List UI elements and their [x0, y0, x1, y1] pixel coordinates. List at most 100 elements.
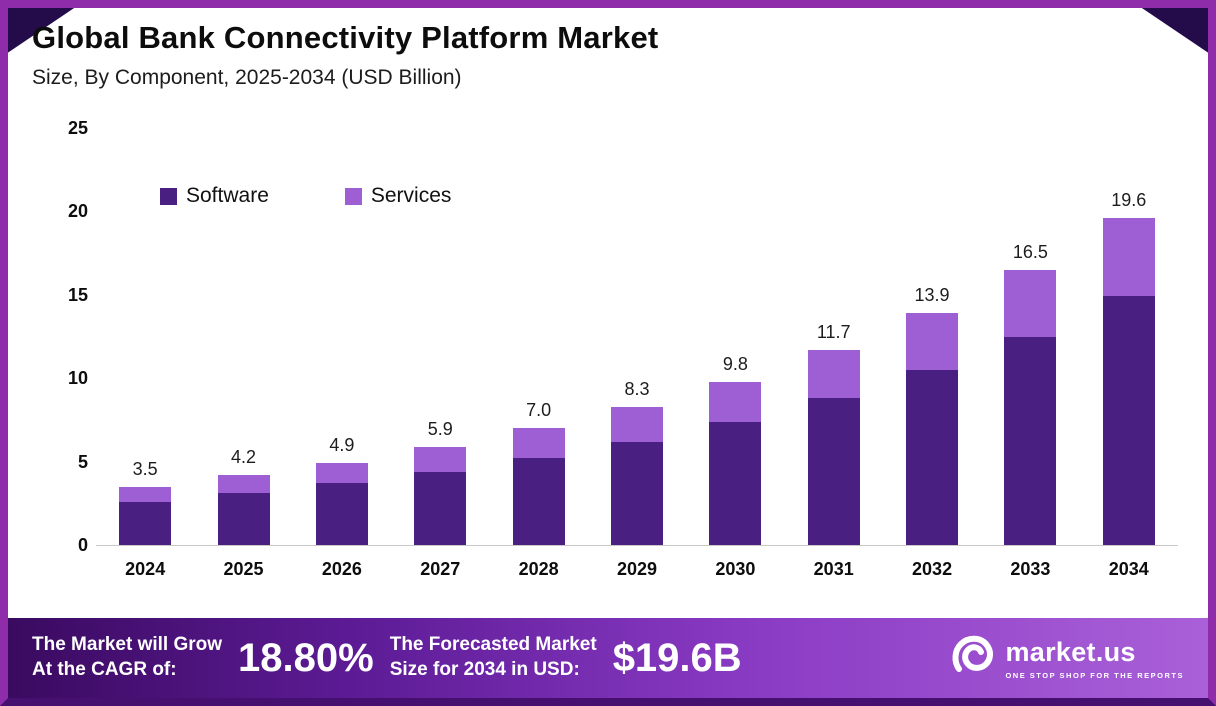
y-tick-label: 15 — [67, 284, 88, 305]
bar-segment-software — [906, 369, 959, 545]
brand-logo: market.us ONE STOP SHOP FOR THE REPORTS — [949, 634, 1184, 683]
bar-stack — [906, 313, 959, 545]
bar-segment-software — [709, 421, 762, 545]
bar-stack — [709, 381, 762, 545]
bar-segment-services — [906, 313, 959, 370]
bar-segment-software — [807, 398, 860, 545]
legend-label-software: Software — [186, 184, 269, 207]
chart-legend: Software Services — [160, 184, 451, 208]
bar-segment-software — [414, 471, 467, 545]
bar-group: 3.5 — [96, 128, 194, 545]
y-tick-label: 0 — [77, 535, 88, 555]
x-axis: 2024 2025 2026 2027 2028 2029 2030 2031 2032 2033… — [96, 559, 1178, 580]
bar-group: 19.6 — [1080, 128, 1178, 545]
bar-stack — [610, 406, 663, 545]
x-tick-label: 2026 — [321, 559, 362, 579]
bar-value-label: 7.0 — [526, 400, 552, 421]
x-tick-label: 2030 — [715, 559, 756, 579]
x-tick-label: 2029 — [616, 559, 657, 579]
legend-swatch-services — [344, 187, 362, 205]
brand-tagline: ONE STOP SHOP FOR THE REPORTS — [1005, 670, 1184, 680]
y-tick-label: 5 — [77, 451, 88, 472]
bar-group: 11.7 — [785, 128, 883, 545]
bar-stack — [1102, 218, 1155, 545]
bar-value-label: 5.9 — [427, 418, 453, 439]
brand-text: market.us ONE STOP SHOP FOR THE REPORTS — [1005, 637, 1184, 680]
bar-group: 9.8 — [686, 128, 784, 545]
legend-label-services: Services — [370, 184, 452, 207]
bar-segment-services — [1004, 269, 1057, 337]
bar-segment-software — [217, 493, 270, 545]
x-tick-label: 2028 — [518, 559, 559, 579]
bar-group: 13.9 — [883, 128, 981, 545]
bar-group: 8.3 — [588, 128, 686, 545]
bar-stack — [1004, 269, 1057, 545]
bar-value-label: 19.6 — [1111, 190, 1147, 211]
legend-item-software: Software — [160, 184, 269, 208]
bar-group: 4.2 — [194, 128, 292, 545]
bar-stack — [315, 463, 368, 545]
bar-group: 16.5 — [981, 128, 1079, 545]
cagr-value: 18.80% — [238, 635, 374, 680]
y-tick-label: 25 — [67, 118, 88, 138]
cagr-label: The Market will Grow At the CAGR of: — [32, 633, 222, 682]
forecast-label-line2: Size for 2034 in USD: — [389, 659, 580, 680]
bar-value-label: 4.9 — [329, 435, 355, 456]
market-us-logo-icon — [949, 634, 995, 683]
y-axis: 0 5 10 15 20 25 — [44, 118, 88, 555]
brand-name: market.us — [1005, 636, 1136, 667]
bar-segment-software — [1004, 336, 1057, 545]
bar-segment-software — [315, 483, 368, 545]
bar-segment-software — [610, 441, 663, 545]
bar-value-label: 9.8 — [722, 353, 748, 374]
forecast-label: The Forecasted Market Size for 2034 in U… — [390, 633, 597, 682]
x-tick-label: 2032 — [912, 559, 953, 579]
forecast-value: $19.6B — [612, 635, 742, 680]
x-tick-label: 2024 — [125, 559, 166, 579]
legend-item-services: Services — [344, 184, 452, 208]
y-tick-label: 20 — [67, 201, 88, 222]
chart-header: Global Bank Connectivity Platform Market… — [32, 20, 658, 90]
chart-subtitle: Size, By Component, 2025-2034 (USD Billi… — [32, 66, 462, 89]
bar-value-label: 8.3 — [624, 378, 650, 399]
bar-value-label: 3.5 — [132, 458, 158, 479]
bar-segment-software — [512, 458, 565, 545]
bar-segment-services — [119, 486, 172, 502]
bar-segment-services — [315, 463, 368, 484]
cagr-label-line1: The Market will Grow — [32, 634, 223, 656]
bar-stack — [512, 428, 565, 545]
bar-segment-software — [119, 501, 172, 545]
x-tick-label: 2031 — [813, 559, 854, 579]
bar-value-label: 13.9 — [914, 285, 950, 306]
bar-group: 5.9 — [391, 128, 489, 545]
forecast-label-line1: The Forecasted Market — [389, 634, 597, 656]
bar-value-label: 16.5 — [1012, 241, 1048, 262]
footer-banner: The Market will Grow At the CAGR of: 18.… — [8, 618, 1208, 698]
bar-segment-services — [610, 406, 663, 442]
bar-stack — [414, 446, 467, 545]
x-tick-label: 2025 — [223, 559, 264, 579]
bar-segment-services — [709, 381, 762, 422]
x-tick-label: 2034 — [1108, 559, 1149, 579]
bar-value-label: 11.7 — [816, 321, 851, 342]
bar-stack — [119, 486, 172, 545]
bar-segment-services — [414, 446, 467, 472]
y-tick-label: 10 — [67, 368, 88, 389]
bar-group: 4.9 — [293, 128, 391, 545]
bar-stack — [217, 474, 270, 545]
bar-value-label: 4.2 — [231, 446, 257, 467]
plot-area: 3.5 4.2 4.9 5.9 7.0 8.3 9.8 11.7 13.9 16.5 19.6 — [96, 128, 1178, 546]
corner-decoration-right — [1130, 8, 1208, 58]
bar-segment-software — [1102, 296, 1155, 545]
bar-stack — [807, 349, 860, 545]
cagr-label-line2: At the CAGR of: — [32, 659, 177, 680]
legend-swatch-software — [160, 187, 177, 205]
x-tick-label: 2033 — [1010, 559, 1051, 579]
bar-segment-services — [217, 474, 270, 494]
x-tick-label: 2027 — [420, 559, 461, 579]
chart-title: Global Bank Connectivity Platform Market — [32, 20, 659, 55]
bar-segment-services — [1102, 218, 1155, 297]
bar-segment-services — [512, 428, 565, 459]
bar-group: 7.0 — [489, 128, 587, 545]
